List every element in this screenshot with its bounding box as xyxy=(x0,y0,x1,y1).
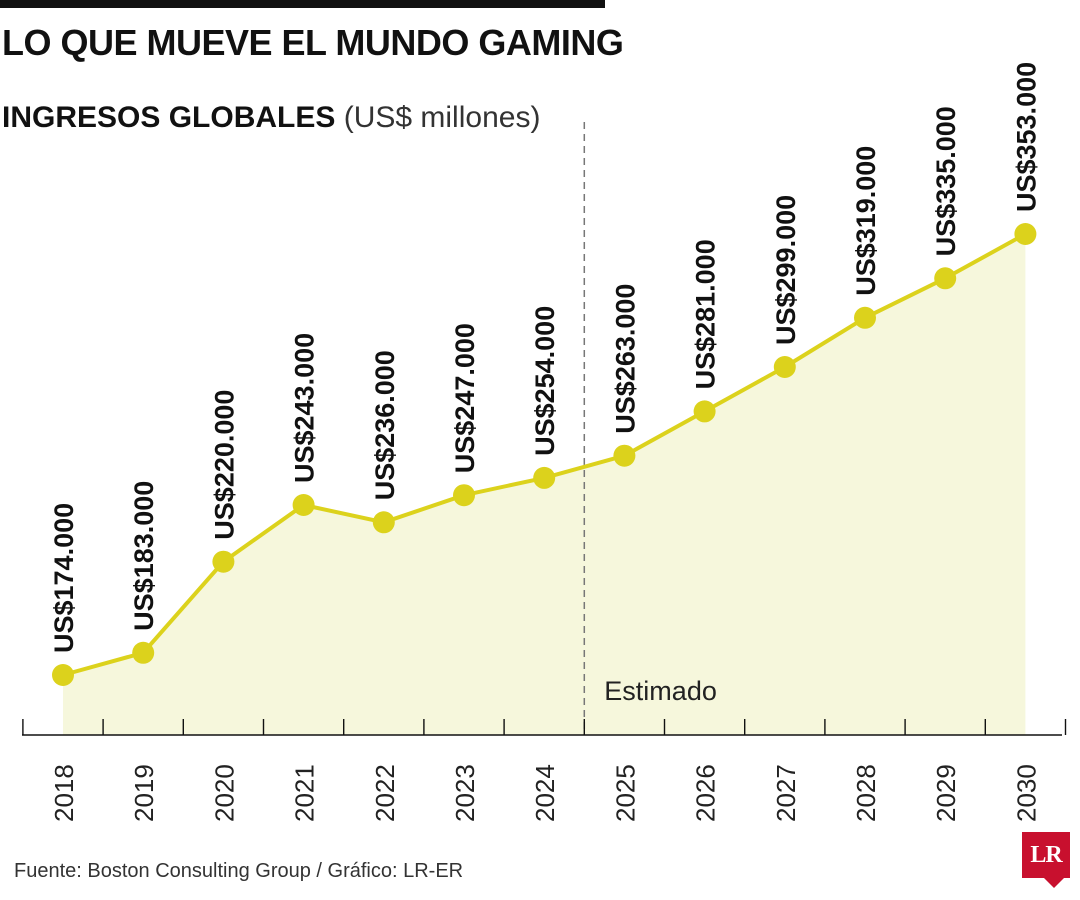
data-point xyxy=(292,494,315,516)
x-tick-label: 2027 xyxy=(771,764,801,822)
data-point xyxy=(693,400,716,423)
x-tick-label: 2025 xyxy=(610,764,640,822)
subtitle-strong: INGRESOS GLOBALES xyxy=(2,101,336,134)
data-label: US$247.000 xyxy=(450,323,480,473)
data-label: US$243.000 xyxy=(290,333,320,483)
x-tick-label: 2028 xyxy=(851,764,881,822)
data-point xyxy=(52,664,74,686)
data-label: US$183.000 xyxy=(129,481,159,631)
x-tick-label: 2024 xyxy=(530,764,560,822)
x-tick-label: 2023 xyxy=(450,764,480,822)
data-point xyxy=(613,444,636,467)
subtitle-unit: (US$ millones) xyxy=(343,101,541,134)
x-tick-label: 2020 xyxy=(209,764,239,822)
data-label: US$319.000 xyxy=(851,146,881,296)
top-rule xyxy=(0,0,605,8)
x-tick-label: 2021 xyxy=(290,764,320,822)
data-point xyxy=(773,356,796,378)
data-label: US$254.000 xyxy=(530,306,560,456)
lr-logo: LR xyxy=(1022,832,1070,878)
data-label: US$335.000 xyxy=(931,106,961,256)
x-tick-label: 2019 xyxy=(129,764,159,822)
data-label: US$236.000 xyxy=(370,350,400,500)
chart-title: LO QUE MUEVE EL MUNDO GAMING xyxy=(2,22,624,63)
x-tick-label: 2030 xyxy=(1011,764,1041,822)
data-label: US$281.000 xyxy=(691,239,721,389)
lr-logo-tail xyxy=(1044,878,1064,888)
data-point xyxy=(372,511,395,534)
data-label: US$220.000 xyxy=(209,390,239,540)
data-point xyxy=(212,550,235,573)
estimate-label: Estimado xyxy=(604,676,717,706)
data-point xyxy=(533,466,556,489)
data-point xyxy=(1014,223,1037,245)
data-label: US$174.000 xyxy=(49,503,79,653)
x-tick-label: 2018 xyxy=(49,764,79,822)
chart-subtitle: INGRESOS GLOBALES (US$ millones) xyxy=(2,101,540,135)
data-label: US$263.000 xyxy=(610,284,640,434)
data-point xyxy=(934,267,957,290)
x-tick-label: 2029 xyxy=(931,764,961,822)
data-point xyxy=(854,306,876,329)
data-label: US$299.000 xyxy=(771,195,801,345)
data-point xyxy=(132,641,155,664)
data-point xyxy=(453,484,475,507)
x-tick-label: 2026 xyxy=(691,764,721,822)
source-note: Fuente: Boston Consulting Group / Gráfic… xyxy=(14,860,464,882)
data-label: US$353.000 xyxy=(1011,62,1041,212)
x-tick-label: 2022 xyxy=(370,764,400,822)
